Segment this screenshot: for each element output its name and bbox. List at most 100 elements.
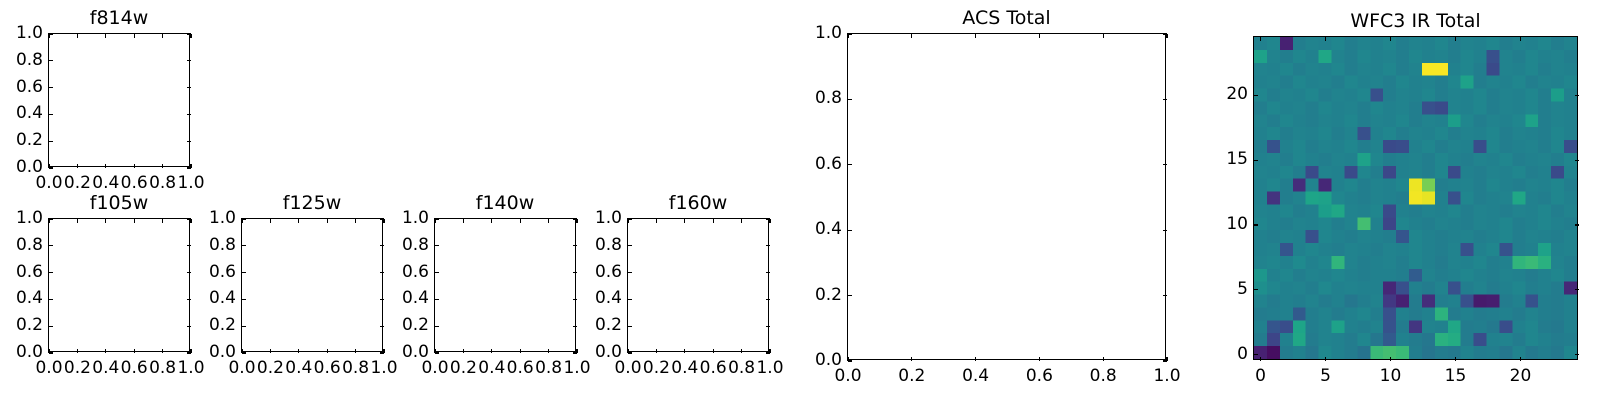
axes-f160w-xtick-mark xyxy=(769,349,771,353)
axes-f140w-xtick-label: 0.4 xyxy=(478,358,506,378)
axes-f140w-title: f140w xyxy=(475,192,535,214)
axes-acs-total-xtick-mark xyxy=(1102,357,1104,361)
axes-wfc3-ir-total-ytick-mark xyxy=(1254,353,1258,356)
axes-wfc3-ir-total-title: WFC3 IR Total xyxy=(1350,10,1481,32)
axes-acs-total-ytick-mark xyxy=(848,98,852,100)
axes-f140w-xtick-mark xyxy=(491,219,493,223)
axes-f814w-ytick-label: 1.0 xyxy=(15,23,43,43)
axes-f125w-xtick-mark xyxy=(269,219,271,223)
axes-f140w-xtick-mark xyxy=(519,349,521,353)
axes-f814w-xtick-mark xyxy=(105,164,107,168)
axes-f140w-xtick-label: 0.8 xyxy=(535,358,563,378)
axes-f140w-ytick-mark xyxy=(435,325,439,327)
axes-f160w-ytick-label: 0.6 xyxy=(594,261,622,282)
axes-f105w-xtick-mark xyxy=(105,219,107,223)
axes-f125w-xtick-label: 0.2 xyxy=(256,358,284,378)
axes-f140w-ytick-mark xyxy=(573,272,577,274)
axes-f125w-ytick-label: 1.0 xyxy=(208,208,236,228)
axes-f125w-xtick-label: 0.8 xyxy=(342,358,370,378)
axes-f125w-ytick-mark xyxy=(242,298,246,300)
axes-f105w-ytick-mark xyxy=(187,325,191,327)
axes-f140w-xtick-mark xyxy=(576,219,578,223)
axes-acs-total-ytick-label: 0.2 xyxy=(814,284,842,305)
axes-acs-total-xtick-mark xyxy=(1166,357,1168,361)
axes-f125w-ytick-mark xyxy=(242,325,246,327)
axes-f140w-ytick-mark xyxy=(435,272,439,274)
axes-f105w-ytick-mark xyxy=(49,325,53,327)
axes-f160w-xtick-mark xyxy=(741,219,743,223)
axes-wfc3-ir-total-ytick-mark xyxy=(1254,159,1258,161)
axes-f125w-xtick-mark xyxy=(298,349,300,353)
axes-f814w-ytick-mark xyxy=(49,60,53,62)
axes-f814w-xtick-mark xyxy=(190,34,192,38)
axes-wfc3-ir-total-xtick-label: 20 xyxy=(1509,366,1532,386)
axes-f105w-ytick-mark xyxy=(49,218,53,220)
axes-f125w-xtick-mark xyxy=(298,219,300,223)
axes-f160w-title: f160w xyxy=(668,192,728,214)
axes-f160w-ytick-mark xyxy=(766,245,770,247)
axes-wfc3-ir-total-ytick-mark xyxy=(1575,94,1579,96)
axes-acs-total-xtick-mark xyxy=(847,34,849,38)
axes-f105w-ytick-mark xyxy=(187,218,191,220)
axes-f140w-xtick-mark xyxy=(434,219,436,223)
axes-f105w-xtick-mark xyxy=(48,219,50,223)
axes-f814w-ytick-label: 0.8 xyxy=(15,49,43,70)
axes-f814w-ytick-mark xyxy=(187,33,191,35)
axes-f125w-ytick-mark xyxy=(380,325,384,327)
axes-f125w-ytick-label: 0.4 xyxy=(208,288,236,309)
axes-f814w-title: f814w xyxy=(89,7,149,29)
axes-f160w-xtick-label: 0.4 xyxy=(671,358,699,378)
axes-f105w-xtick-mark xyxy=(190,349,192,353)
axes-f105w-ytick-mark xyxy=(187,298,191,300)
axes-wfc3-ir-total-xtick-label: 15 xyxy=(1444,366,1467,386)
axes-f814w-xtick-mark xyxy=(190,164,192,168)
axes-f105w-title: f105w xyxy=(89,192,149,214)
axes-f125w-xtick-label: 0.4 xyxy=(285,358,313,378)
axes-acs-total-ytick-label: 0.4 xyxy=(814,219,842,240)
axes-f125w-ytick-mark xyxy=(242,245,246,247)
axes-acs-total-xtick-label: 1.0 xyxy=(1153,366,1181,386)
axes-f140w-ytick-mark xyxy=(435,352,439,354)
axes-f814w-xtick-label: 0.4 xyxy=(92,173,120,193)
axes-f125w-xtick-mark xyxy=(355,349,357,353)
axes-f160w-xtick-mark xyxy=(741,349,743,353)
axes-acs-total-xtick-label: 0.6 xyxy=(1025,366,1053,386)
axes-acs-total-xtick-mark xyxy=(1166,34,1168,38)
axes-f160w-ytick-mark xyxy=(766,352,770,354)
axes-f160w-ytick-mark xyxy=(628,298,632,300)
axes-wfc3-ir-total-ytick-mark xyxy=(1254,94,1258,96)
axes-f105w-xtick-mark xyxy=(76,219,78,223)
axes-f105w-ytick-label: 0.0 xyxy=(15,342,43,362)
axes-acs-total-ytick-label: 1.0 xyxy=(814,23,842,43)
axes-f814w-ytick-label: 0.6 xyxy=(15,76,43,97)
axes-f140w-ytick-label: 0.2 xyxy=(401,315,429,336)
axes-f814w-xtick-label: 0.6 xyxy=(120,173,148,193)
axes-f160w-xtick-label: 0.2 xyxy=(642,358,670,378)
axes-f814w-ytick-mark xyxy=(49,113,53,115)
axes-f105w-xtick-mark xyxy=(48,349,50,353)
axes-f814w-ytick-mark xyxy=(187,87,191,89)
axes-f125w-xtick-label: 0.0 xyxy=(228,358,256,378)
axes-f140w-xtick-mark xyxy=(491,349,493,353)
axes-acs-total-ytick-mark xyxy=(848,164,852,166)
axes-f814w-xtick-mark xyxy=(133,34,135,38)
axes-f160w-xtick-label: 0.8 xyxy=(728,358,756,378)
axes-f160w-xtick-label: 0.6 xyxy=(699,358,727,378)
axes-f125w-ytick-mark xyxy=(380,218,384,220)
axes-wfc3-ir-total-ytick-label: 15 xyxy=(1226,149,1248,170)
axes-wfc3-ir-total-xtick-mark xyxy=(1519,357,1522,361)
axes-acs-total-title: ACS Total xyxy=(962,7,1051,29)
axes-f105w-ytick-mark xyxy=(49,245,53,247)
axes-wfc3-ir-total-xtick-mark xyxy=(1519,37,1522,41)
axes-f814w-ytick-mark xyxy=(49,140,53,142)
wfc3-ir-total-heatmap-image xyxy=(1254,37,1577,359)
axes-wfc3-ir-total-xtick-mark xyxy=(1259,37,1262,41)
axes-f125w-ytick-mark xyxy=(242,352,246,354)
axes-f160w: f160w 0.0 0.2 0.4 0.6 0.8 1.0 0.0 0.2 0.4 0.6 0.8 1.… xyxy=(595,192,784,378)
axes-acs-total-ytick-label: 0.6 xyxy=(814,153,842,174)
axes-f160w-ytick-mark xyxy=(766,298,770,300)
axes-f160w-ytick-label: 1.0 xyxy=(594,208,622,228)
axes-f140w-ytick-label: 0.8 xyxy=(401,234,429,255)
axes-f105w-xtick-mark xyxy=(190,219,192,223)
axes-wfc3-ir-total-xtick-mark xyxy=(1259,357,1262,361)
